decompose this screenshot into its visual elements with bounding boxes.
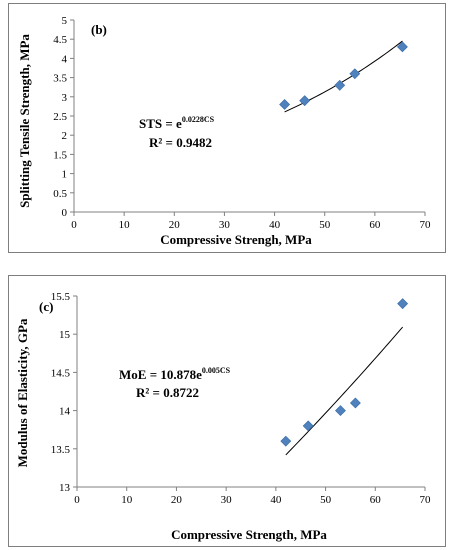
r-squared-b: R² = 0.9482 (149, 135, 212, 150)
x-tick-label: 10 (121, 494, 133, 506)
chart-b: 0 10 20 30 40 50 60 70 0 0.5 1 1.5 2 2.5 3 3.5 4 4.5 5 (b)… (17, 15, 432, 247)
y-tick-label: 1 (62, 169, 68, 181)
x-tick-label: 0 (74, 494, 80, 506)
x-tick-label: 20 (169, 219, 181, 231)
data-point (302, 420, 314, 432)
data-point (349, 397, 361, 409)
chart-panel-b: 0 10 20 30 40 50 60 70 0 0.5 1 1.5 2 2.5 3 3.5 4 4.5 5 (b)… (8, 3, 446, 253)
data-point (349, 68, 361, 80)
y-tick-label: 14 (59, 406, 71, 418)
x-tick-label: 0 (71, 219, 77, 231)
r-squared-c: R² = 0.8722 (136, 385, 199, 400)
y-axis-label-c: Modulus of Elasticity, GPa (15, 318, 30, 467)
y-tick-label: 13.5 (51, 444, 71, 456)
y-tick-label: 0 (62, 207, 68, 219)
x-tick-label: 70 (420, 494, 432, 506)
data-point (397, 298, 409, 310)
x-tick-label: 40 (269, 219, 281, 231)
x-tick-label: 20 (171, 494, 183, 506)
y-tick-label: 14.5 (51, 367, 71, 379)
y-tick-label: 3.5 (53, 73, 67, 85)
y-tick-label: 3 (62, 92, 68, 104)
trendline (285, 326, 404, 456)
x-tick-label: 40 (270, 494, 282, 506)
y-tick-label: 0.5 (53, 188, 67, 200)
chart-c: 0 10 20 30 40 50 60 70 13 13.5 14 14.5 15 15.5 (c) Mo… (15, 291, 432, 542)
x-tick-label: 50 (320, 494, 332, 506)
x-tick-label: 50 (319, 219, 331, 231)
equation-b: STS = e0.0228CS (139, 115, 215, 131)
x-axis-label-b: Compressive Strengh, MPa (160, 232, 312, 247)
y-tick-label: 5 (62, 15, 68, 27)
x-tick-label: 60 (370, 494, 382, 506)
y-tick-label: 15 (59, 329, 71, 341)
y-tick-label: 4 (62, 53, 68, 65)
equation-c: MoE = 10.878e0.005CS (119, 366, 231, 382)
x-tick-label: 60 (369, 219, 381, 231)
data-point (335, 405, 346, 417)
data-point (279, 99, 291, 110)
x-tick-label: 30 (219, 219, 231, 231)
y-tick-label: 4.5 (53, 34, 67, 46)
y-tick-label: 2.5 (53, 111, 67, 123)
data-point (397, 41, 408, 53)
data-point (299, 95, 311, 107)
x-tick-label: 10 (119, 219, 130, 231)
y-tick-label: 1.5 (53, 149, 67, 161)
y-tick-label: 2 (62, 130, 68, 142)
x-tick-label: 30 (221, 494, 233, 506)
data-point (334, 79, 346, 91)
y-tick-label: 15.5 (51, 291, 71, 303)
panel-label-b: (b) (91, 22, 107, 37)
panel-label-c: (c) (39, 299, 53, 314)
x-axis-label-c: Compressive Strength, MPa (171, 527, 327, 542)
chart-panel-c: 0 10 20 30 40 50 60 70 13 13.5 14 14.5 15 15.5 (c) Mo… (8, 275, 446, 547)
y-tick-label: 13 (59, 482, 71, 494)
y-axis-label-b: Splitting Tensile Strength, MPa (17, 34, 32, 208)
data-point (280, 435, 292, 447)
x-tick-label: 70 (420, 219, 432, 231)
